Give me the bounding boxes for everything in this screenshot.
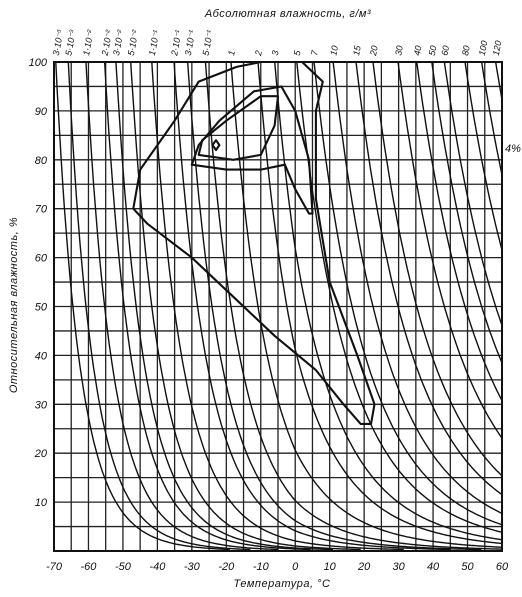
absolute-humidity-label: 7 — [309, 49, 320, 57]
absolute-humidity-label: 3·10⁻³ — [51, 28, 65, 56]
y-tick-label: 20 — [34, 448, 48, 460]
x-tick-label: -10 — [253, 561, 270, 573]
top-axis-title: Абсолютная влажность, г/м³ — [204, 8, 371, 20]
absolute-humidity-curve — [55, 62, 230, 551]
absolute-humidity-label: 5·10⁻¹ — [201, 29, 215, 56]
absolute-humidity-curve — [85, 62, 279, 551]
absolute-humidity-label: 60 — [440, 45, 452, 57]
y-tick-label: 100 — [29, 57, 48, 69]
absolute-humidity-curve — [480, 62, 502, 176]
absolute-humidity-label: 30 — [393, 45, 405, 57]
absolute-humidity-label: 15 — [351, 44, 363, 57]
absolute-humidity-curve — [443, 62, 502, 326]
y-tick-label: 50 — [35, 302, 48, 314]
contour — [197, 95, 280, 161]
x-tick-label: -20 — [218, 561, 235, 573]
absolute-humidity-curve — [173, 62, 451, 551]
x-tick-label: 30 — [392, 561, 405, 573]
absolute-humidity-label: 100 — [477, 40, 489, 57]
absolute-humidity-curve — [230, 62, 502, 548]
absolute-humidity-label: 3·10⁻¹ — [183, 29, 197, 56]
absolute-humidity-curve — [464, 62, 502, 251]
absolute-humidity-label: 3·10⁻² — [111, 28, 125, 56]
x-tick-label: -70 — [46, 561, 63, 573]
absolute-humidity-label: 2 — [253, 50, 264, 58]
absolute-humidity-label: 50 — [427, 45, 439, 57]
absolute-humidity-label: 10 — [328, 45, 340, 57]
y-tick-label: 80 — [35, 155, 48, 167]
absolute-humidity-tick-labels: 3·10⁻³5·10⁻³ 1·10⁻² 2·10⁻²3·10⁻² 5·10⁻² 1·10… — [51, 28, 503, 57]
x-tick-label: -50 — [115, 561, 132, 573]
x-tick-label: 0 — [292, 561, 299, 573]
absolute-humidity-curve — [372, 62, 502, 477]
y-tick-label: 60 — [35, 253, 48, 265]
absolute-humidity-curve — [332, 62, 502, 515]
absolute-humidity-label: 5 — [292, 49, 303, 57]
absolute-humidity-curve — [274, 62, 502, 541]
x-tick-label: -30 — [184, 561, 201, 573]
absolute-humidity-label: 5·10⁻³ — [63, 28, 77, 56]
absolute-humidity-curve — [186, 62, 482, 551]
absolute-humidity-curve — [296, 62, 502, 533]
absolute-humidity-curve — [431, 62, 502, 364]
contour — [211, 139, 221, 152]
contour — [190, 85, 314, 215]
plot-frame — [53, 61, 503, 552]
absolute-humidity-curve — [204, 62, 502, 550]
x-axis-title: Температура, °С — [234, 578, 331, 590]
side-note: 4% — [505, 143, 521, 155]
absolute-humidity-curve — [416, 62, 502, 401]
absolute-humidity-label: 2·10⁻² — [100, 28, 115, 57]
x-tick-label: -60 — [81, 561, 98, 573]
absolute-humidity-curve — [313, 62, 502, 526]
absolute-humidity-curve — [151, 62, 404, 551]
x-tick-label: 20 — [357, 561, 371, 573]
absolute-humidity-curve — [115, 62, 334, 551]
y-tick-label: 30 — [35, 399, 48, 411]
absolute-humidity-label: 1·10⁻¹ — [147, 29, 161, 56]
absolute-humidity-label: 1·10⁻² — [81, 28, 95, 56]
contours — [132, 60, 376, 425]
absolute-humidity-curve — [355, 62, 502, 496]
y-tick-label: 70 — [35, 204, 48, 216]
x-tick-label: -40 — [149, 561, 166, 573]
y-tick-label: 10 — [35, 497, 48, 509]
absolute-humidity-curves — [55, 62, 502, 551]
x-tick-label: 40 — [427, 561, 440, 573]
absolute-humidity-label: 120 — [491, 40, 503, 57]
y-tick-labels: 10 20 30 40 50 60 70 80 90 100 — [29, 57, 48, 509]
y-tick-label: 90 — [35, 106, 48, 118]
absolute-humidity-label: 5·10⁻² — [126, 28, 140, 56]
y-axis-title: Относительная влажность, % — [8, 217, 20, 393]
absolute-humidity-label: 1 — [226, 50, 237, 57]
absolute-humidity-label: 20 — [368, 45, 380, 58]
absolute-humidity-label: 80 — [460, 45, 472, 57]
x-tick-label: 60 — [496, 561, 509, 573]
absolute-humidity-curve — [103, 62, 311, 551]
x-tick-label: 50 — [461, 561, 474, 573]
absolute-humidity-label: 3 — [270, 50, 281, 57]
y-tick-label: 40 — [35, 350, 48, 362]
x-tick-labels: -70 -60 -50 -40 -30 -20 -10 0 10 20 30 40 50 60 — [46, 561, 509, 573]
absolute-humidity-label: 2·10⁻¹ — [169, 29, 183, 57]
x-tick-label: 10 — [324, 561, 337, 573]
absolute-humidity-curve — [67, 62, 251, 551]
absolute-humidity-curve — [257, 62, 502, 545]
absolute-humidity-curve — [130, 62, 361, 551]
absolute-humidity-curve — [397, 62, 502, 439]
contour — [132, 60, 376, 425]
absolute-humidity-label: 40 — [412, 45, 424, 57]
